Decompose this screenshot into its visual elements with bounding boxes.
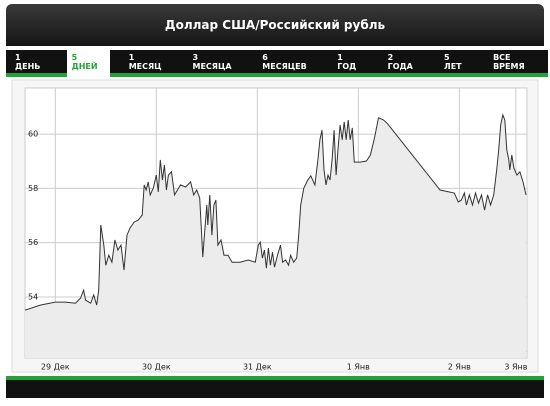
tab[interactable]: 1 МЕСЯЦ <box>128 52 162 71</box>
tab[interactable]: ВСЕ ВРЕМЯ <box>493 52 525 71</box>
y-tick-label: 54 <box>28 292 38 301</box>
x-tick-label: 1 Янв <box>347 363 370 372</box>
tab-bar: 1 ДЕНЬ 5 ДНЕЙ 1 МЕСЯЦ 3 МЕСЯЦА 6 МЕСЯЦЕВ 1 ГО… <box>6 46 548 77</box>
x-tick-label: 3 Янв <box>504 363 527 372</box>
y-tick-label: 60 <box>28 130 38 139</box>
tab[interactable]: 1 ДЕНЬ <box>15 52 41 71</box>
area <box>25 114 526 359</box>
title: Доллар США/Российский рубль <box>164 18 386 32</box>
x-tick-label: 29 Дек <box>41 363 70 372</box>
x-tick-label: 2 Янв <box>448 363 471 372</box>
tab[interactable]: 2 ГОДА <box>387 52 413 71</box>
tab[interactable]: 3 МЕСЯЦА <box>192 52 232 71</box>
tab[interactable]: 1 ГОД <box>337 52 357 71</box>
y-tick-label: 56 <box>28 238 38 247</box>
tab[interactable]: 6 МЕСЯЦЕВ <box>262 52 307 71</box>
footer-bar <box>6 376 544 398</box>
line <box>24 113 527 311</box>
tab[interactable]: 5 ДНЕЙ <box>66 46 110 77</box>
y-tick-label: 58 <box>28 184 38 193</box>
x-tick-label: 30 Дек <box>142 363 171 372</box>
x-tick-label: 31 Дек <box>243 363 272 372</box>
tab[interactable]: 5 ЛЕТ <box>444 52 462 71</box>
title-bar: Доллар США/Российский рубль <box>6 4 544 46</box>
